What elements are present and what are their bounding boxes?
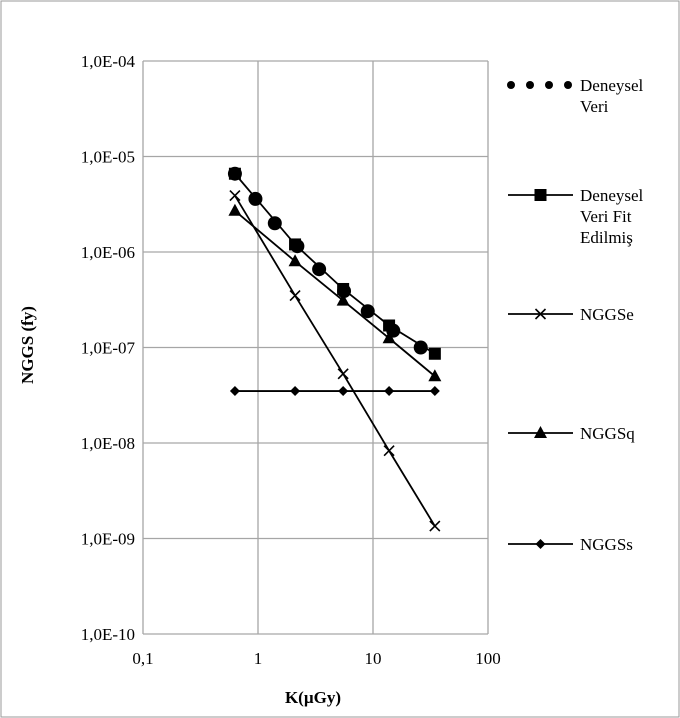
legend-swatch-dot [564,81,572,89]
marker-x [337,368,349,380]
marker-x [429,520,441,532]
marker-square [337,282,350,295]
legend-label-line: Veri [580,97,609,116]
x-tick-label: 100 [475,649,501,668]
marker-diamond [290,386,301,397]
marker-x-stroke [229,189,241,202]
marker-square [383,319,396,332]
y-tick-label: 1,0E-04 [81,52,136,71]
marker-triangle [228,203,242,216]
marker-circle [360,304,375,319]
marker-x [534,308,547,320]
marker-diamond [384,386,395,397]
marker-triangle [336,293,350,306]
legend-entry-1: Deneysel Veri Fit Edilmiş [508,186,644,247]
series-4 [229,386,440,397]
y-tick-label: 1,0E-05 [81,148,135,167]
x-axis-title: K(µGy) [285,688,341,707]
legend-label: Deneysel Veri Fit Edilmiş [580,186,644,247]
legend-label: Deneysel Veri [580,76,644,116]
marker-diamond [229,386,240,397]
plot-area [227,166,442,532]
marker-triangle [534,426,547,438]
marker-triangle [428,369,442,382]
y-axis-title: NGGS (fy) [18,306,37,384]
legend-label-line: NGGSq [580,424,635,443]
marker-diamond [535,539,546,549]
y-tick-label: 1,0E-06 [81,243,135,262]
marker-circle [312,262,327,277]
legend-label-line: NGGSs [580,535,633,554]
legend: Deneysel Veri Deneysel Veri Fit Edilmiş NGGSe… [507,76,644,554]
marker-triangle [382,331,396,344]
marker-square [228,167,241,180]
series-1 [228,167,441,360]
y-tick-label: 1,0E-08 [81,434,135,453]
legend-entry-3: NGGSq [508,424,635,443]
marker-square [534,189,547,201]
legend-label-line: Edilmiş [580,228,633,247]
marker-x [383,445,395,457]
x-tick-label: 1 [254,649,263,668]
marker-circle [413,340,428,355]
marker-diamond [338,386,349,397]
y-tick-label: 1,0E-07 [81,339,136,358]
legend-label-line: Deneysel [580,186,644,205]
legend-label: NGGSs [580,535,633,554]
marker-square [289,238,302,251]
marker-triangle [288,254,302,267]
legend-swatch-dot [545,81,553,89]
legend-label: NGGSe [580,305,634,324]
marker-x [289,289,301,302]
marker-square [428,347,441,360]
marker-x-stroke [337,368,349,380]
y-tick-label: 1,0E-10 [81,625,135,644]
legend-swatch-dot [507,81,515,89]
marker-x [229,189,241,202]
marker-diamond [429,386,440,397]
tick-labels: 0,1 1 10 100 1,0E-10 1,0E-09 1,0E-08 1,0E-07 1,0… [81,52,501,668]
marker-circle [267,216,282,231]
y-tick-label: 1,0E-09 [81,530,135,549]
legend-label-line: Deneysel [580,76,644,95]
legend-swatch-dot [526,81,534,89]
marker-x-stroke [534,308,547,320]
legend-entry-4: NGGSs [508,535,633,554]
grid [142,60,489,635]
legend-entry-0: Deneysel Veri [507,76,644,116]
legend-entry-2: NGGSe [508,305,634,324]
legend-label-line: Veri Fit [580,207,632,226]
marker-x-stroke [383,445,395,457]
legend-label-line: NGGSe [580,305,634,324]
x-tick-label: 0,1 [132,649,153,668]
series-3 [228,203,442,382]
x-tick-label: 10 [365,649,382,668]
marker-x-stroke [289,289,301,302]
legend-label: NGGSq [580,424,635,443]
marker-x-stroke [429,520,441,532]
series-2 [229,189,441,532]
